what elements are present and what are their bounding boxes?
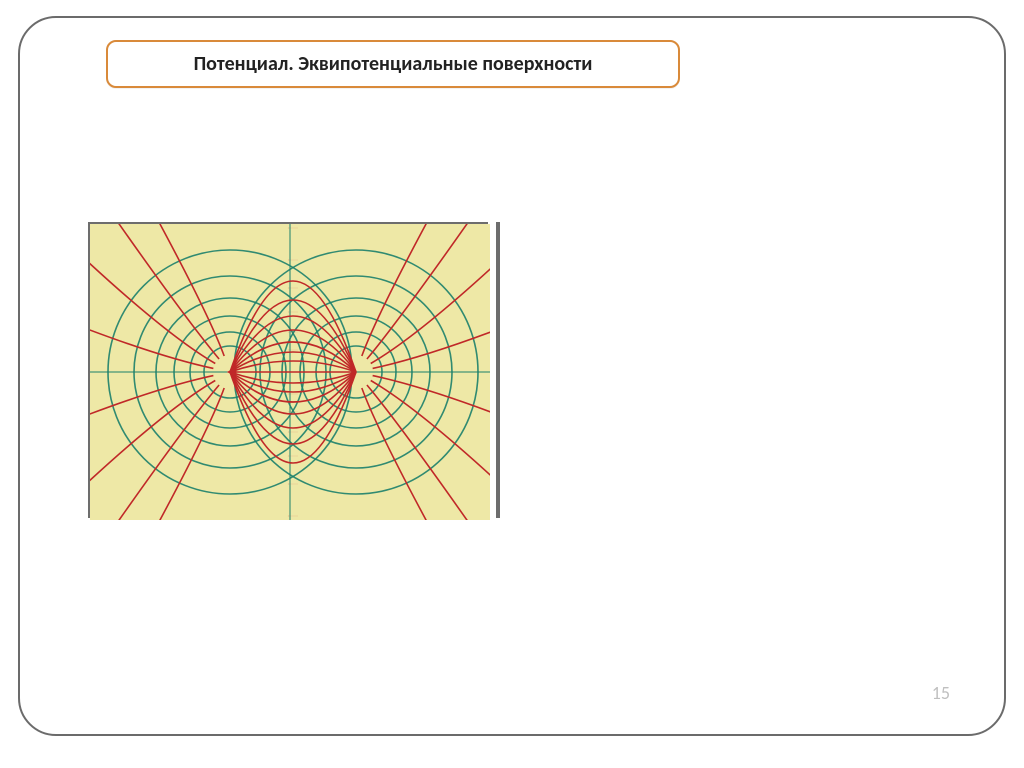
title-box: Потенциал. Эквипотенциальные поверхности [106, 40, 680, 88]
page-number: 15 [932, 682, 950, 704]
slide-frame: Потенциал. Эквипотенциальные поверхности… [18, 16, 1006, 736]
diagram-panel-b [88, 222, 488, 518]
slide-title: Потенциал. Эквипотенциальные поверхности [194, 52, 593, 76]
diagram-row [88, 222, 500, 518]
diagram-panel-c [496, 222, 500, 518]
